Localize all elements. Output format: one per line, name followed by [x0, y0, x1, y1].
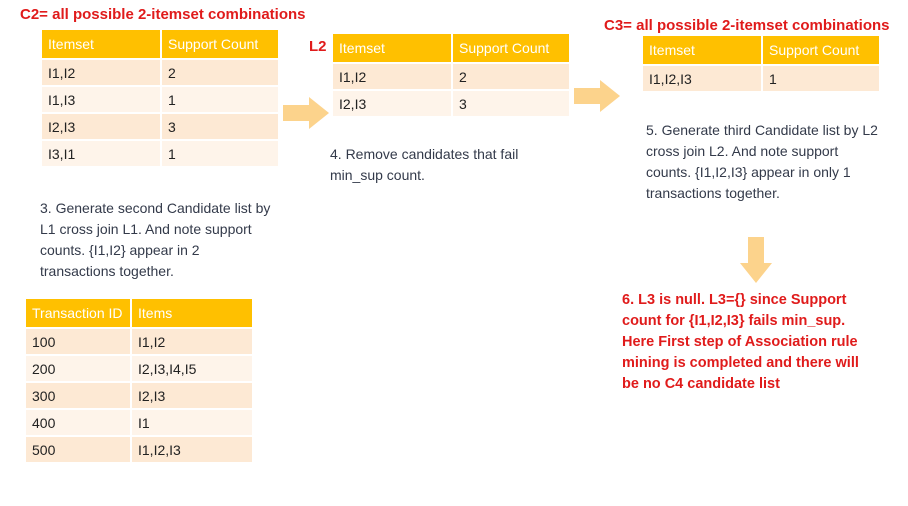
table-row: 200 I2,I3,I4,I5 [26, 354, 252, 381]
right-arrow-icon [574, 80, 620, 112]
c2-table: Itemset Support Count I1,I2 2 I1,I3 1 I2… [42, 30, 278, 166]
table-row: I1,I2 2 [42, 58, 278, 85]
l2-table: Itemset Support Count I1,I2 2 I2,I3 3 [333, 34, 569, 116]
c2-support-cell: 3 [162, 112, 278, 139]
transactions-header-items: Items [132, 299, 252, 327]
transactions-table: Transaction ID Items 100 I1,I2 200 I2,I3… [26, 299, 252, 462]
transaction-items-cell: I1,I2 [132, 327, 252, 354]
c2-header-support: Support Count [162, 30, 278, 58]
table-row: I1,I2,I3 1 [643, 64, 879, 91]
right-arrow-icon [283, 97, 329, 129]
l2-itemset-cell: I1,I2 [333, 62, 453, 89]
table-row: I3,I1 1 [42, 139, 278, 166]
l2-title: L2 [309, 38, 327, 55]
c3-header-itemset: Itemset [643, 36, 763, 64]
table-row: 300 I2,I3 [26, 381, 252, 408]
c2-header-itemset: Itemset [42, 30, 162, 58]
c3-title: C3= all possible 2-itemset combinations [604, 17, 890, 34]
l2-header-itemset: Itemset [333, 34, 453, 62]
l2-itemset-cell: I2,I3 [333, 89, 453, 116]
c3-support-cell: 1 [763, 64, 879, 91]
table-row: 100 I1,I2 [26, 327, 252, 354]
transaction-id-cell: 300 [26, 381, 132, 408]
transaction-items-cell: I2,I3,I4,I5 [132, 354, 252, 381]
transaction-items-cell: I1,I2,I3 [132, 435, 252, 462]
c2-support-cell: 1 [162, 85, 278, 112]
c2-support-cell: 1 [162, 139, 278, 166]
table-row: I2,I3 3 [42, 112, 278, 139]
table-row: I1,I2 2 [333, 62, 569, 89]
transactions-header-id: Transaction ID [26, 299, 132, 327]
transaction-items-cell: I2,I3 [132, 381, 252, 408]
table-row: 500 I1,I2,I3 [26, 435, 252, 462]
conclusion-text: 6. L3 is null. L3={} since Support count… [622, 292, 859, 392]
c2-itemset-cell: I3,I1 [42, 139, 162, 166]
table-row: I1,I3 1 [42, 85, 278, 112]
transaction-id-cell: 400 [26, 408, 132, 435]
c3-itemset-cell: I1,I2,I3 [643, 64, 763, 91]
c3-note: 5. Generate third Candidate list by L2 c… [646, 122, 878, 201]
down-arrow-icon [740, 237, 772, 283]
transaction-id-cell: 100 [26, 327, 132, 354]
l2-support-cell: 2 [453, 62, 569, 89]
l2-support-cell: 3 [453, 89, 569, 116]
c2-note: 3. Generate second Candidate list by L1 … [40, 200, 271, 279]
c2-itemset-cell: I1,I2 [42, 58, 162, 85]
table-row: I2,I3 3 [333, 89, 569, 116]
transaction-id-cell: 200 [26, 354, 132, 381]
table-row: 400 I1 [26, 408, 252, 435]
c2-itemset-cell: I2,I3 [42, 112, 162, 139]
c2-itemset-cell: I1,I3 [42, 85, 162, 112]
c2-support-cell: 2 [162, 58, 278, 85]
transaction-items-cell: I1 [132, 408, 252, 435]
c3-table: Itemset Support Count I1,I2,I3 1 [643, 36, 879, 91]
l2-header-support: Support Count [453, 34, 569, 62]
c3-header-support: Support Count [763, 36, 879, 64]
c2-title: C2= all possible 2-itemset combinations [20, 6, 306, 23]
transaction-id-cell: 500 [26, 435, 132, 462]
l2-note: 4. Remove candidates that fail min_sup c… [330, 146, 519, 183]
